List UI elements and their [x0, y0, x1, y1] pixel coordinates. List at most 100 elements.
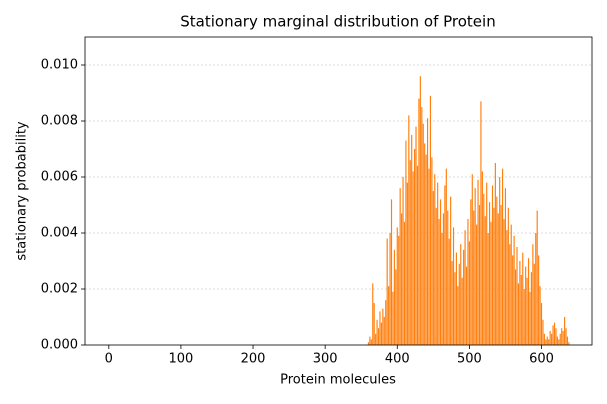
bar	[419, 76, 421, 345]
bar	[398, 235, 400, 345]
bar	[367, 342, 370, 345]
bar	[513, 235, 515, 345]
bar	[383, 317, 385, 345]
bar	[493, 207, 495, 345]
bar	[527, 258, 530, 345]
x-tick-label: 500	[457, 352, 482, 367]
bar	[555, 328, 557, 345]
bar	[444, 185, 446, 345]
bar	[438, 219, 440, 345]
bar	[448, 238, 450, 345]
bar	[412, 171, 414, 345]
x-tick-label: 300	[313, 352, 338, 367]
bar	[499, 177, 501, 345]
bar	[487, 233, 489, 345]
bar	[402, 177, 404, 345]
bar	[556, 336, 558, 345]
bar	[370, 339, 372, 345]
bar	[483, 193, 485, 345]
bar	[369, 336, 371, 345]
bar	[428, 168, 430, 345]
bar	[552, 325, 554, 345]
y-tick-label: 0.002	[41, 282, 78, 297]
bar	[551, 333, 553, 345]
bar	[509, 244, 511, 345]
bar	[543, 333, 545, 345]
bar	[432, 191, 434, 345]
bar	[373, 303, 375, 345]
y-tick-label: 0.008	[41, 114, 78, 129]
y-tick-label: 0.000	[41, 338, 78, 353]
bar	[461, 277, 463, 345]
bar	[530, 272, 532, 345]
x-tick-label: 400	[385, 352, 410, 367]
bar	[389, 233, 391, 345]
bar	[401, 213, 403, 345]
bar	[434, 174, 436, 345]
x-axis-label: Protein molecules	[280, 373, 396, 388]
bar	[533, 263, 535, 345]
bar	[553, 322, 556, 345]
bar	[568, 342, 570, 345]
bar	[464, 230, 466, 345]
bar	[390, 199, 393, 345]
bar	[562, 331, 564, 345]
bar	[484, 216, 486, 345]
bar	[399, 188, 401, 345]
bar	[494, 163, 496, 345]
bar	[442, 213, 445, 345]
bar	[503, 219, 505, 345]
bar	[559, 333, 561, 345]
bar	[375, 333, 377, 345]
bar	[536, 210, 538, 345]
bar	[429, 95, 432, 345]
y-tick-label: 0.004	[41, 226, 78, 241]
bar	[520, 275, 522, 345]
x-tick-label: 100	[169, 352, 194, 367]
bar	[564, 317, 566, 345]
bar	[414, 149, 416, 345]
bar	[455, 252, 457, 345]
bar	[445, 168, 447, 345]
bar	[454, 272, 456, 345]
bar	[548, 339, 550, 345]
x-tick-label: 200	[241, 352, 266, 367]
bar	[376, 319, 378, 345]
bar	[517, 283, 520, 345]
bar	[460, 244, 462, 345]
bar	[535, 233, 537, 345]
bar	[405, 140, 407, 345]
bar	[431, 157, 433, 345]
bar	[395, 269, 397, 345]
bar	[396, 227, 398, 345]
bar	[522, 252, 524, 345]
bar	[411, 135, 413, 345]
bar	[403, 221, 406, 345]
bar	[451, 261, 453, 345]
bar	[477, 179, 479, 345]
bar	[500, 205, 502, 345]
bar	[506, 230, 508, 345]
bar	[497, 213, 499, 345]
bar	[538, 255, 540, 345]
bar	[424, 143, 426, 345]
bar	[422, 123, 424, 345]
bar	[388, 286, 390, 345]
bar	[529, 291, 531, 345]
bar	[416, 165, 419, 345]
bar	[504, 188, 507, 345]
bar	[481, 171, 483, 345]
bar	[490, 221, 492, 345]
chart-title: Stationary marginal distribution of Prot…	[180, 13, 495, 31]
bar	[561, 328, 563, 345]
bar	[465, 266, 468, 345]
bar	[409, 160, 411, 345]
plot-frame	[84, 36, 593, 346]
bar	[480, 101, 482, 346]
bar	[447, 210, 449, 345]
bar	[426, 118, 429, 345]
bar	[415, 126, 417, 345]
x-tick-label: 600	[529, 352, 554, 367]
bar	[516, 247, 518, 345]
